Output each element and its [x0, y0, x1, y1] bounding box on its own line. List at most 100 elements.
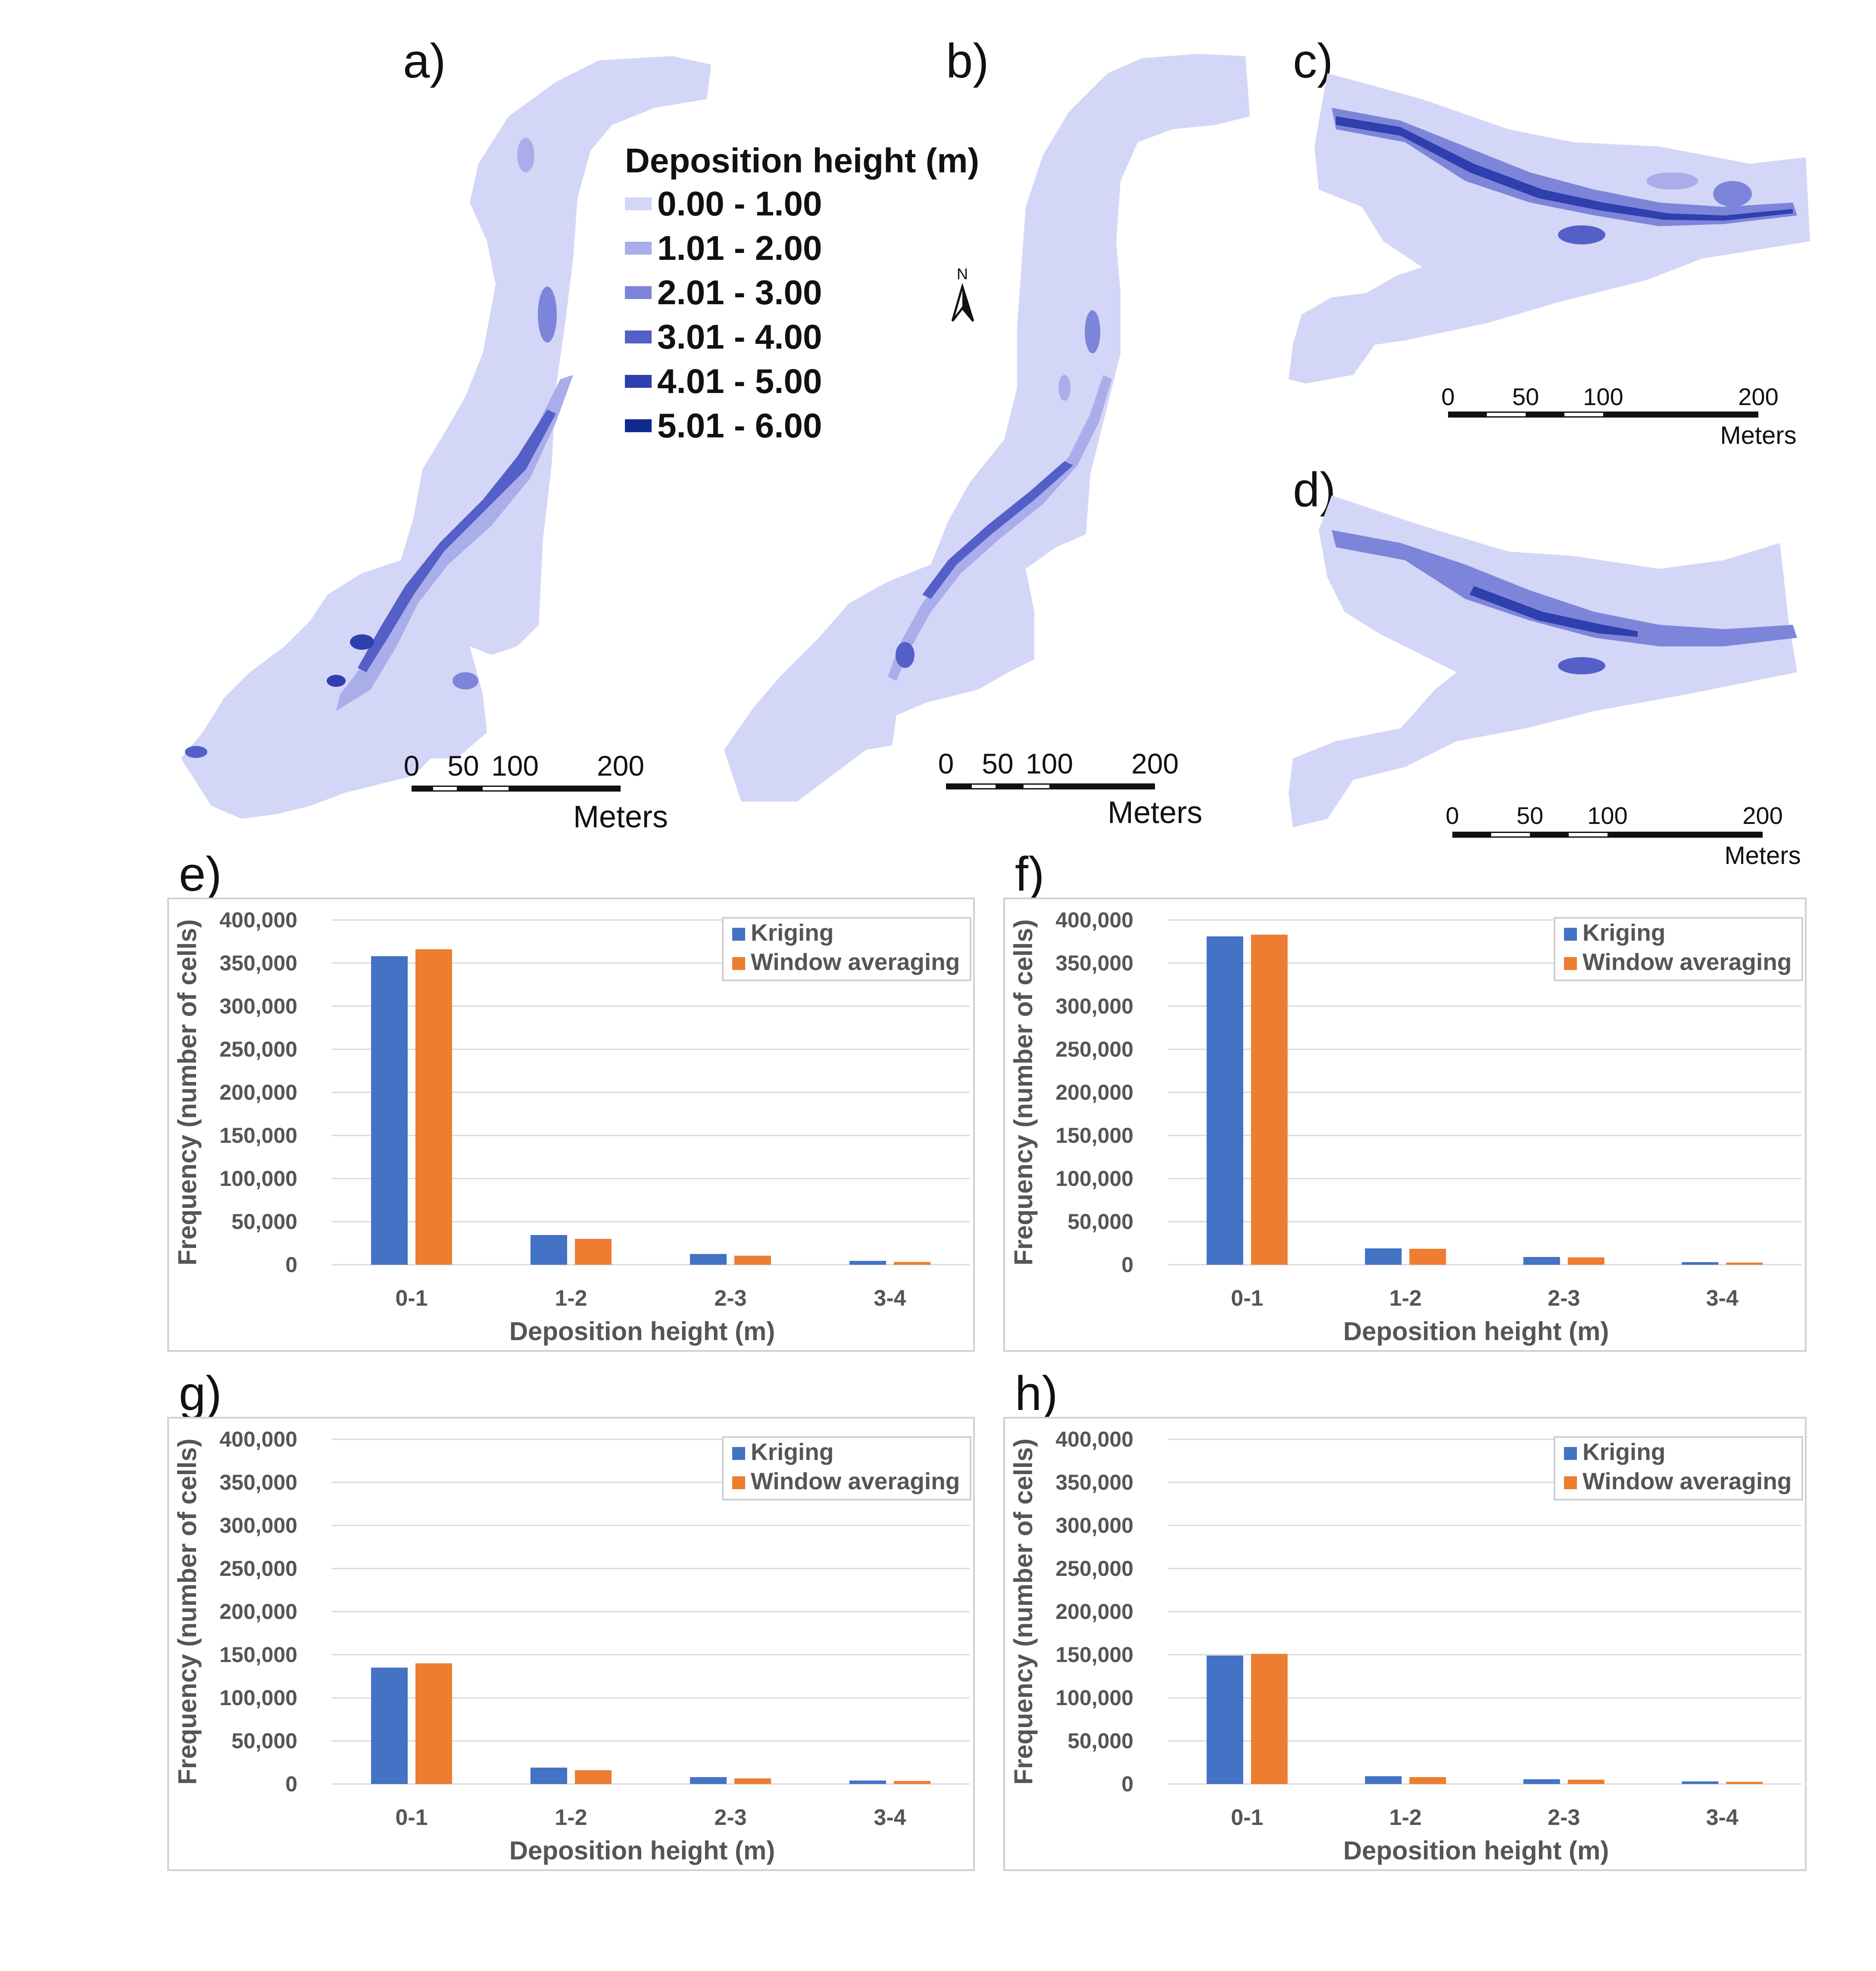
scale-a-tick-100: 100 — [491, 750, 539, 782]
y-tick-label: 0 — [285, 1253, 297, 1277]
map-panel-c: c) 0 50 100 200 Meters — [1289, 34, 1810, 449]
bar-window-averaging-3-4 — [1726, 1782, 1763, 1784]
scale-bar-a: 0 50 100 200 Meters — [404, 750, 668, 834]
x-tick-label: 2-3 — [714, 1286, 746, 1311]
scale-bar-c: 0 50 100 200 Meters — [1441, 383, 1796, 449]
legend-swatch — [625, 419, 652, 432]
x-tick-label: 3-4 — [874, 1286, 906, 1311]
scale-a-unit: Meters — [573, 800, 668, 834]
y-tick-label: 300,000 — [219, 1513, 297, 1538]
legend-swatch — [625, 197, 652, 210]
panel-label: g) — [179, 1366, 222, 1420]
panel-label: f) — [1015, 847, 1044, 901]
bar-kriging-1-2 — [1365, 1248, 1402, 1265]
legend-entry: Kriging — [1583, 1438, 1665, 1465]
legend-entry: Window averaging — [1583, 948, 1792, 975]
bar-window-averaging-1-2 — [1409, 1249, 1446, 1265]
y-tick-label: 250,000 — [1055, 1037, 1133, 1061]
map-c-deposit — [1558, 225, 1605, 244]
legend-swatch — [625, 286, 652, 299]
y-tick-label: 350,000 — [219, 1470, 297, 1494]
x-tick-label: 1-2 — [555, 1805, 587, 1830]
legend-label: 4.01 - 5.00 — [657, 362, 822, 400]
y-tick-label: 400,000 — [1055, 908, 1133, 932]
map-d-extent — [1289, 496, 1797, 827]
y-tick-label: 350,000 — [219, 951, 297, 975]
map-panel-a: a) 0 50 100 200 Meters — [181, 34, 711, 834]
map-a-deposit — [350, 634, 374, 650]
y-tick-label: 150,000 — [1055, 1643, 1133, 1667]
scale-d-unit: Meters — [1724, 842, 1801, 870]
chart-legend — [1554, 1436, 1803, 1500]
y-tick-label: 50,000 — [1068, 1210, 1133, 1234]
legend-entry: Kriging — [751, 1438, 833, 1465]
bar-window-averaging-3-4 — [894, 1262, 930, 1265]
legend-entry: Window averaging — [751, 948, 960, 975]
y-tick-label: 0 — [1121, 1253, 1133, 1277]
y-axis-label: Frequency (number of cells) — [173, 1438, 202, 1785]
map-legend: Deposition height (m) 0.00 - 1.00 1.01 - … — [625, 141, 979, 445]
x-tick-label: 3-4 — [1706, 1805, 1739, 1830]
chart-legend — [1554, 917, 1803, 981]
map-c-deposit — [1646, 172, 1698, 190]
legend-swatch — [625, 242, 652, 255]
chart-g: g) 0 50,000 100,000 150,000 200,000 250,000 300… — [167, 1366, 975, 1871]
chart-h: h) 0 50,000 100,000 150,000 200,000 250,000 300… — [1003, 1366, 1807, 1871]
y-tick-label: 100,000 — [1055, 1166, 1133, 1191]
map-a-deposit — [327, 675, 346, 687]
bar-window-averaging-3-4 — [1726, 1263, 1763, 1265]
bar-window-averaging-0-1 — [415, 1663, 452, 1784]
scale-a-tick-0: 0 — [404, 750, 420, 782]
y-tick-label: 300,000 — [1055, 1513, 1133, 1538]
map-b-extent — [724, 54, 1250, 801]
x-axis-label: Deposition height (m) — [509, 1317, 775, 1346]
bar-window-averaging-0-1 — [1251, 935, 1288, 1265]
scale-b-unit: Meters — [1108, 795, 1202, 830]
scale-b-tick-100: 100 — [1026, 748, 1073, 780]
bar-kriging-2-3 — [690, 1254, 727, 1265]
y-tick-label: 250,000 — [1055, 1556, 1133, 1581]
legend-title: Deposition height (m) — [625, 141, 979, 180]
bar-window-averaging-1-2 — [1409, 1777, 1446, 1784]
map-c-deposit — [1713, 181, 1752, 207]
legend-label: 3.01 - 4.00 — [657, 318, 822, 356]
scale-c-tick-200: 200 — [1738, 383, 1778, 410]
scale-d-tick-0: 0 — [1445, 802, 1459, 829]
scale-b-tick-50: 50 — [982, 748, 1013, 780]
y-tick-label: 100,000 — [219, 1686, 297, 1710]
bar-kriging-2-3 — [1523, 1257, 1560, 1265]
y-tick-label: 150,000 — [1055, 1123, 1133, 1148]
bar-window-averaging-0-1 — [415, 949, 452, 1265]
bar-kriging-3-4 — [1682, 1262, 1719, 1265]
y-tick-label: 300,000 — [1055, 994, 1133, 1018]
bar-window-averaging-2-3 — [734, 1778, 771, 1784]
legend-swatch — [732, 1447, 745, 1460]
scale-c-tick-50: 50 — [1512, 383, 1539, 410]
scale-c-tick-100: 100 — [1583, 383, 1623, 410]
y-tick-label: 250,000 — [219, 1556, 297, 1581]
bar-kriging-3-4 — [1682, 1781, 1719, 1784]
bar-kriging-0-1 — [371, 1668, 408, 1784]
legend-swatch — [625, 331, 652, 343]
map-a-bar — [538, 287, 557, 343]
y-tick-label: 200,000 — [1055, 1080, 1133, 1104]
chart-legend — [722, 917, 971, 981]
bar-kriging-3-4 — [849, 1261, 886, 1265]
map-b-deposit — [896, 642, 915, 668]
map-a-extent — [181, 56, 711, 819]
legend-entry: Window averaging — [751, 1468, 960, 1494]
legend-swatch — [732, 928, 745, 941]
bar-kriging-0-1 — [371, 956, 408, 1265]
bar-kriging-1-2 — [1365, 1776, 1402, 1784]
map-b-deposit — [1058, 375, 1071, 401]
map-a-deposit — [517, 138, 534, 172]
bar-window-averaging-1-2 — [575, 1770, 612, 1784]
y-axis-label: Frequency (number of cells) — [1009, 919, 1038, 1266]
legend-entry: Kriging — [751, 919, 833, 946]
legend-entry: Kriging — [1583, 919, 1665, 946]
legend-entry: Window averaging — [1583, 1468, 1792, 1494]
legend-label: 0.00 - 1.00 — [657, 184, 822, 223]
y-tick-label: 200,000 — [1055, 1600, 1133, 1624]
legend-label: 1.01 - 2.00 — [657, 229, 822, 267]
panel-label-a: a) — [403, 34, 446, 88]
